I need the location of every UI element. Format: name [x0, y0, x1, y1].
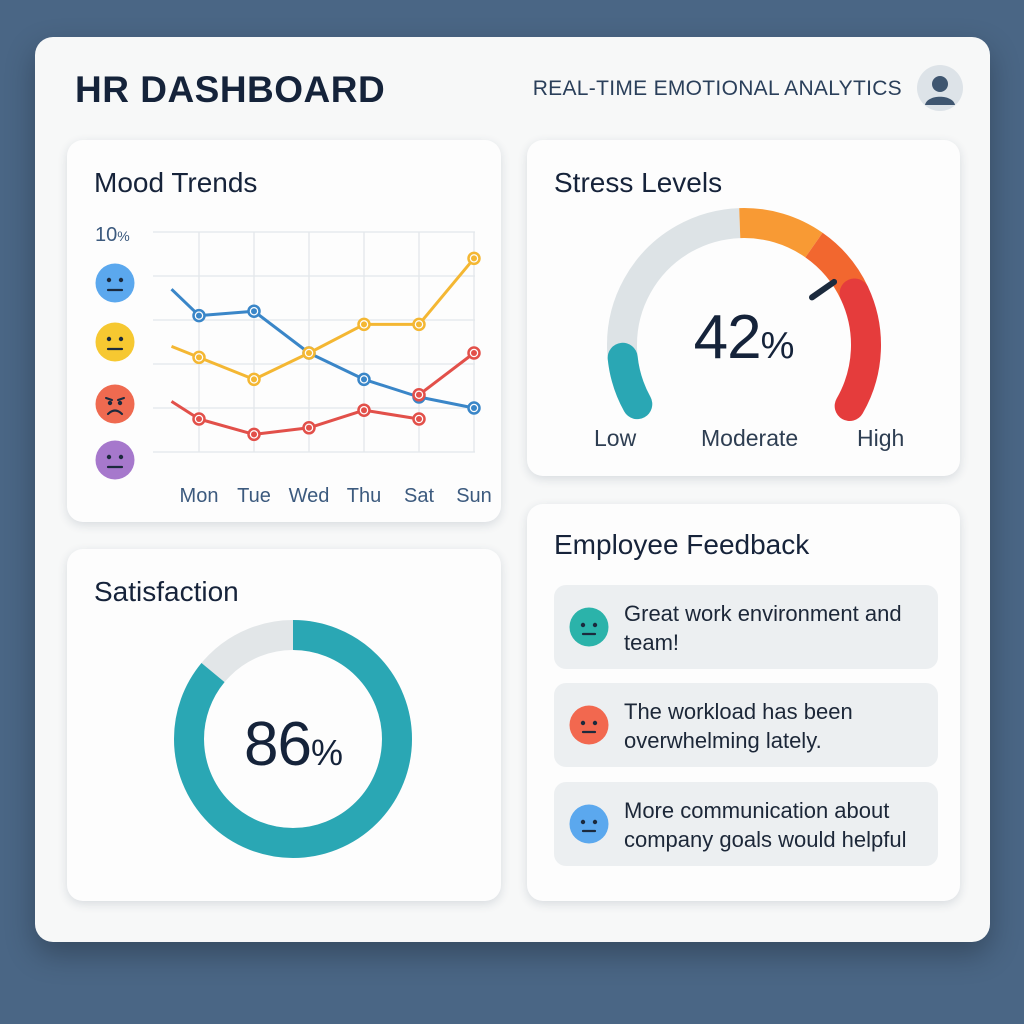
employee-feedback-title: Employee Feedback [554, 529, 810, 560]
satisfaction-ring [174, 620, 412, 858]
mood-icon-neutral [95, 322, 135, 362]
x-tick-label-mon: Mon [180, 485, 219, 507]
feedback-item-1[interactable]: Great work environment and team! [554, 585, 938, 669]
y-axis-top-label: 10% [95, 224, 130, 247]
series-2-point-core-3 [306, 424, 312, 431]
series-0-point-core-1 [196, 312, 202, 319]
feedback-text-2: The workload has been overwhelming latel… [624, 699, 853, 753]
user-avatar-icon[interactable] [917, 65, 963, 111]
satisfaction-card: Satisfaction 86% [67, 549, 501, 901]
series-0-point-core-6 [471, 405, 477, 411]
gauge-segment-moderate [739, 208, 823, 258]
neutral-face-icon [569, 607, 609, 647]
feedback-1-face [569, 607, 609, 647]
page-title: HR DASHBOARD [75, 69, 386, 110]
series-1-point-core-3 [306, 350, 312, 356]
mood-icon-happy [95, 263, 135, 303]
series-2-point-core-4 [361, 407, 367, 414]
gauge-label-moderate: Moderate [701, 425, 799, 451]
satisfaction-value-unit: % [310, 732, 343, 773]
series-2-point-core-5 [416, 416, 422, 422]
x-tick-label-wed: Wed [289, 485, 330, 507]
series-1-point-core-6 [471, 255, 477, 262]
series-2-point-core-1 [196, 416, 202, 422]
mood-icon-happy-face [95, 263, 135, 303]
gauge-label-high: High [857, 425, 905, 451]
dashboard-window: HR DASHBOARD REAL-TIME EMOTIONAL ANALYTI… [35, 37, 990, 942]
gauge-needle [808, 278, 838, 301]
series-0-point-core-2 [251, 308, 257, 315]
neutral-face-icon [569, 804, 609, 844]
employee-feedback-card: Employee Feedback Great work environment… [527, 504, 960, 901]
page-subtitle: REAL-TIME EMOTIONAL ANALYTICS [532, 77, 902, 100]
y-axis-top-unit: % [117, 228, 130, 244]
gauge-label-low: Low [594, 425, 637, 451]
feedback-2-face [569, 705, 609, 745]
satisfaction-ring-fill [174, 620, 412, 858]
feedback-item-2[interactable]: The workload has been overwhelming latel… [554, 683, 938, 767]
gauge-segment-high [834, 278, 881, 421]
stress-levels-title: Stress Levels [554, 167, 723, 198]
x-tick-label-tue: Tue [237, 485, 271, 507]
stress-value: 42% [527, 302, 960, 373]
mood-icon-neutral-face [95, 322, 135, 362]
x-tick-label-sun: Sun [456, 485, 492, 507]
series-1-point-core-4 [361, 321, 367, 328]
series-line-0 [170, 288, 475, 410]
stress-value-number: 42 [693, 303, 762, 372]
x-tick-label-sat: Sat [404, 485, 434, 507]
series-line-3 [418, 351, 475, 396]
mood-trends-title: Mood Trends [94, 167, 258, 198]
feedback-text-1: Great work environment and team! [624, 601, 902, 655]
feedback-text-3: More communication about company goals w… [624, 798, 907, 852]
satisfaction-value: 86% [67, 709, 519, 780]
series-1-point-core-5 [416, 321, 422, 328]
stress-levels-card: Stress Levels 42% Low Moderate High [527, 140, 960, 476]
series-0-point-core-4 [361, 376, 367, 383]
mood-icon-sad-face [95, 384, 135, 424]
stress-value-unit: % [760, 325, 795, 367]
mood-icon-low-face [95, 440, 135, 480]
satisfaction-value-number: 86 [244, 710, 312, 779]
gauge-segment-low [607, 342, 653, 420]
series-3-point-core-0 [416, 391, 422, 398]
series-1-point-core-2 [251, 376, 257, 383]
mood-icon-sad [95, 384, 135, 424]
stress-gauge [607, 208, 881, 421]
mood-trends-card: Mood Trends 10% Mon Tue Wed Thu Sat Sun [67, 140, 501, 522]
neutral-face-icon [569, 705, 609, 745]
series-1-point-core-1 [196, 354, 202, 361]
y-axis-top-value: 10 [95, 224, 118, 246]
series-2-point-core-2 [251, 431, 257, 438]
series-3-point-core-1 [471, 350, 477, 356]
mood-trends-chart: Mon Tue Wed Thu Sat Sun [153, 231, 492, 507]
x-tick-label-thu: Thu [347, 485, 381, 507]
feedback-3-face [569, 804, 609, 844]
series-line-2 [170, 400, 420, 436]
mood-icon-low [95, 440, 135, 480]
satisfaction-title: Satisfaction [94, 576, 239, 607]
feedback-item-3[interactable]: More communication about company goals w… [554, 782, 938, 866]
